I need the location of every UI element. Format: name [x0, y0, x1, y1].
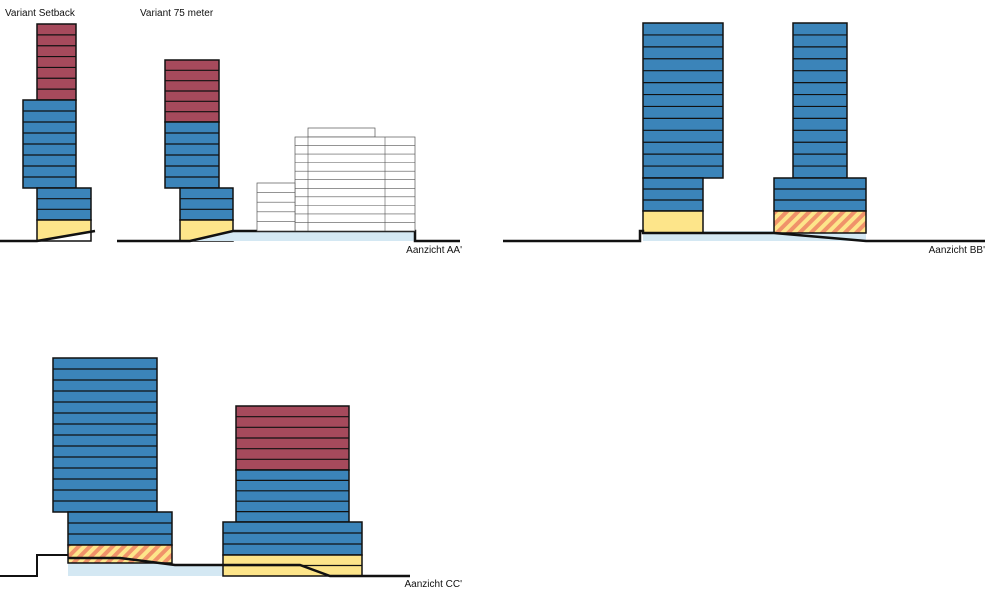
outline-building	[294, 136, 416, 232]
podium-blue	[642, 177, 704, 212]
tower-blue	[642, 22, 724, 179]
tower-blue	[792, 22, 848, 179]
fill-area	[180, 220, 233, 241]
plinth	[773, 210, 867, 234]
view-label: Aanzicht CC'	[405, 579, 463, 590]
podium-blue	[36, 187, 92, 221]
tower-red	[36, 23, 77, 101]
drawing	[0, 22, 985, 578]
podium-blue	[222, 521, 363, 556]
view-label: Aanzicht BB'	[929, 245, 985, 256]
ground-line	[503, 229, 985, 243]
ground-line	[68, 556, 410, 578]
fill-area	[37, 220, 91, 241]
podium-blue	[67, 511, 173, 546]
label: Variant Setback	[5, 8, 76, 19]
fill-area	[190, 231, 415, 241]
plinth	[67, 544, 173, 564]
ground-line	[0, 554, 68, 577]
label: Variant 75 meter	[140, 8, 214, 19]
outline-building	[307, 127, 376, 138]
tower-blue	[235, 469, 350, 523]
outline-building	[256, 182, 296, 232]
plinth	[642, 210, 704, 234]
view-label: Aanzicht AA'	[406, 245, 462, 256]
podium-blue	[179, 187, 234, 221]
ground-line	[0, 229, 96, 243]
podium-blue	[773, 177, 867, 212]
